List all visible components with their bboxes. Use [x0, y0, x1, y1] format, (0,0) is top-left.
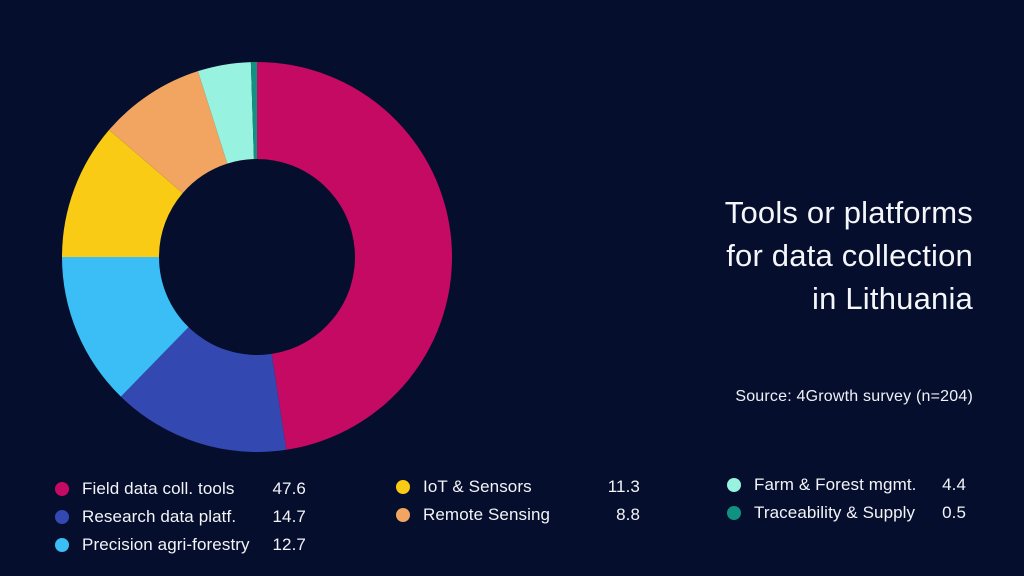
donut-slice-4: [109, 71, 228, 194]
legend-label: Precision agri-forestry: [82, 535, 250, 554]
source-note: Source: 4Growth survey (n=204): [735, 388, 973, 405]
legend-swatch-icon: [55, 482, 69, 496]
legend-value: 11.3: [607, 477, 640, 496]
legend-label: Traceability & Supply: [754, 503, 916, 522]
legend-swatch-icon: [727, 478, 741, 492]
legend-value: 4.4: [942, 475, 966, 494]
chart-title-line: Tools or platforms: [724, 195, 973, 230]
legend-item: Remote Sensing 8.8: [396, 501, 640, 529]
donut-slice-0: [257, 62, 453, 450]
legend-value: 8.8: [616, 505, 640, 524]
chart-title-line: for data collection: [726, 238, 973, 273]
legend-swatch-icon: [55, 510, 69, 524]
legend-swatch-icon: [727, 506, 741, 520]
donut-slice-2: [61, 257, 189, 397]
donut-slice-5: [197, 62, 254, 164]
chart-title: Tools or platforms for data collection i…: [725, 191, 973, 320]
donut-slice-3: [62, 129, 183, 257]
legend-swatch-icon: [396, 480, 410, 494]
legend-column: Field data coll. tools 47.6 Research data …: [55, 475, 306, 559]
legend-item: Research data platf. 14.7: [55, 503, 306, 531]
donut-slice-1: [120, 327, 287, 453]
legend-label: Research data platf.: [82, 507, 237, 526]
legend-item: IoT & Sensors 11.3: [396, 473, 640, 501]
legend-value: 47.6: [272, 479, 306, 498]
chart-title-line: in Lithuania: [812, 281, 973, 316]
donut-chart: [61, 62, 453, 453]
legend-item: Traceability & Supply 0.5: [727, 499, 966, 527]
legend-label: Remote Sensing: [423, 505, 551, 524]
legend-item: Field data coll. tools 47.6: [55, 475, 306, 503]
legend-swatch-icon: [55, 538, 69, 552]
legend-swatch-icon: [396, 508, 410, 522]
legend-value: 12.7: [272, 535, 306, 554]
legend-label: Farm & Forest mgmt.: [754, 475, 917, 494]
legend-value: 14.7: [272, 507, 306, 526]
legend-value: 0.5: [942, 503, 966, 522]
legend-label: Field data coll. tools: [82, 479, 235, 498]
legend-label: IoT & Sensors: [423, 477, 532, 496]
legend-column: Farm & Forest mgmt. 4.4 Traceability & Sup…: [727, 471, 966, 527]
legend-item: Farm & Forest mgmt. 4.4: [727, 471, 966, 499]
donut-slice-6: [250, 62, 257, 160]
legend-item: Precision agri-forestry 12.7: [55, 531, 306, 559]
legend-column: IoT & Sensors 11.3 Remote Sensing 8.8: [396, 473, 640, 529]
